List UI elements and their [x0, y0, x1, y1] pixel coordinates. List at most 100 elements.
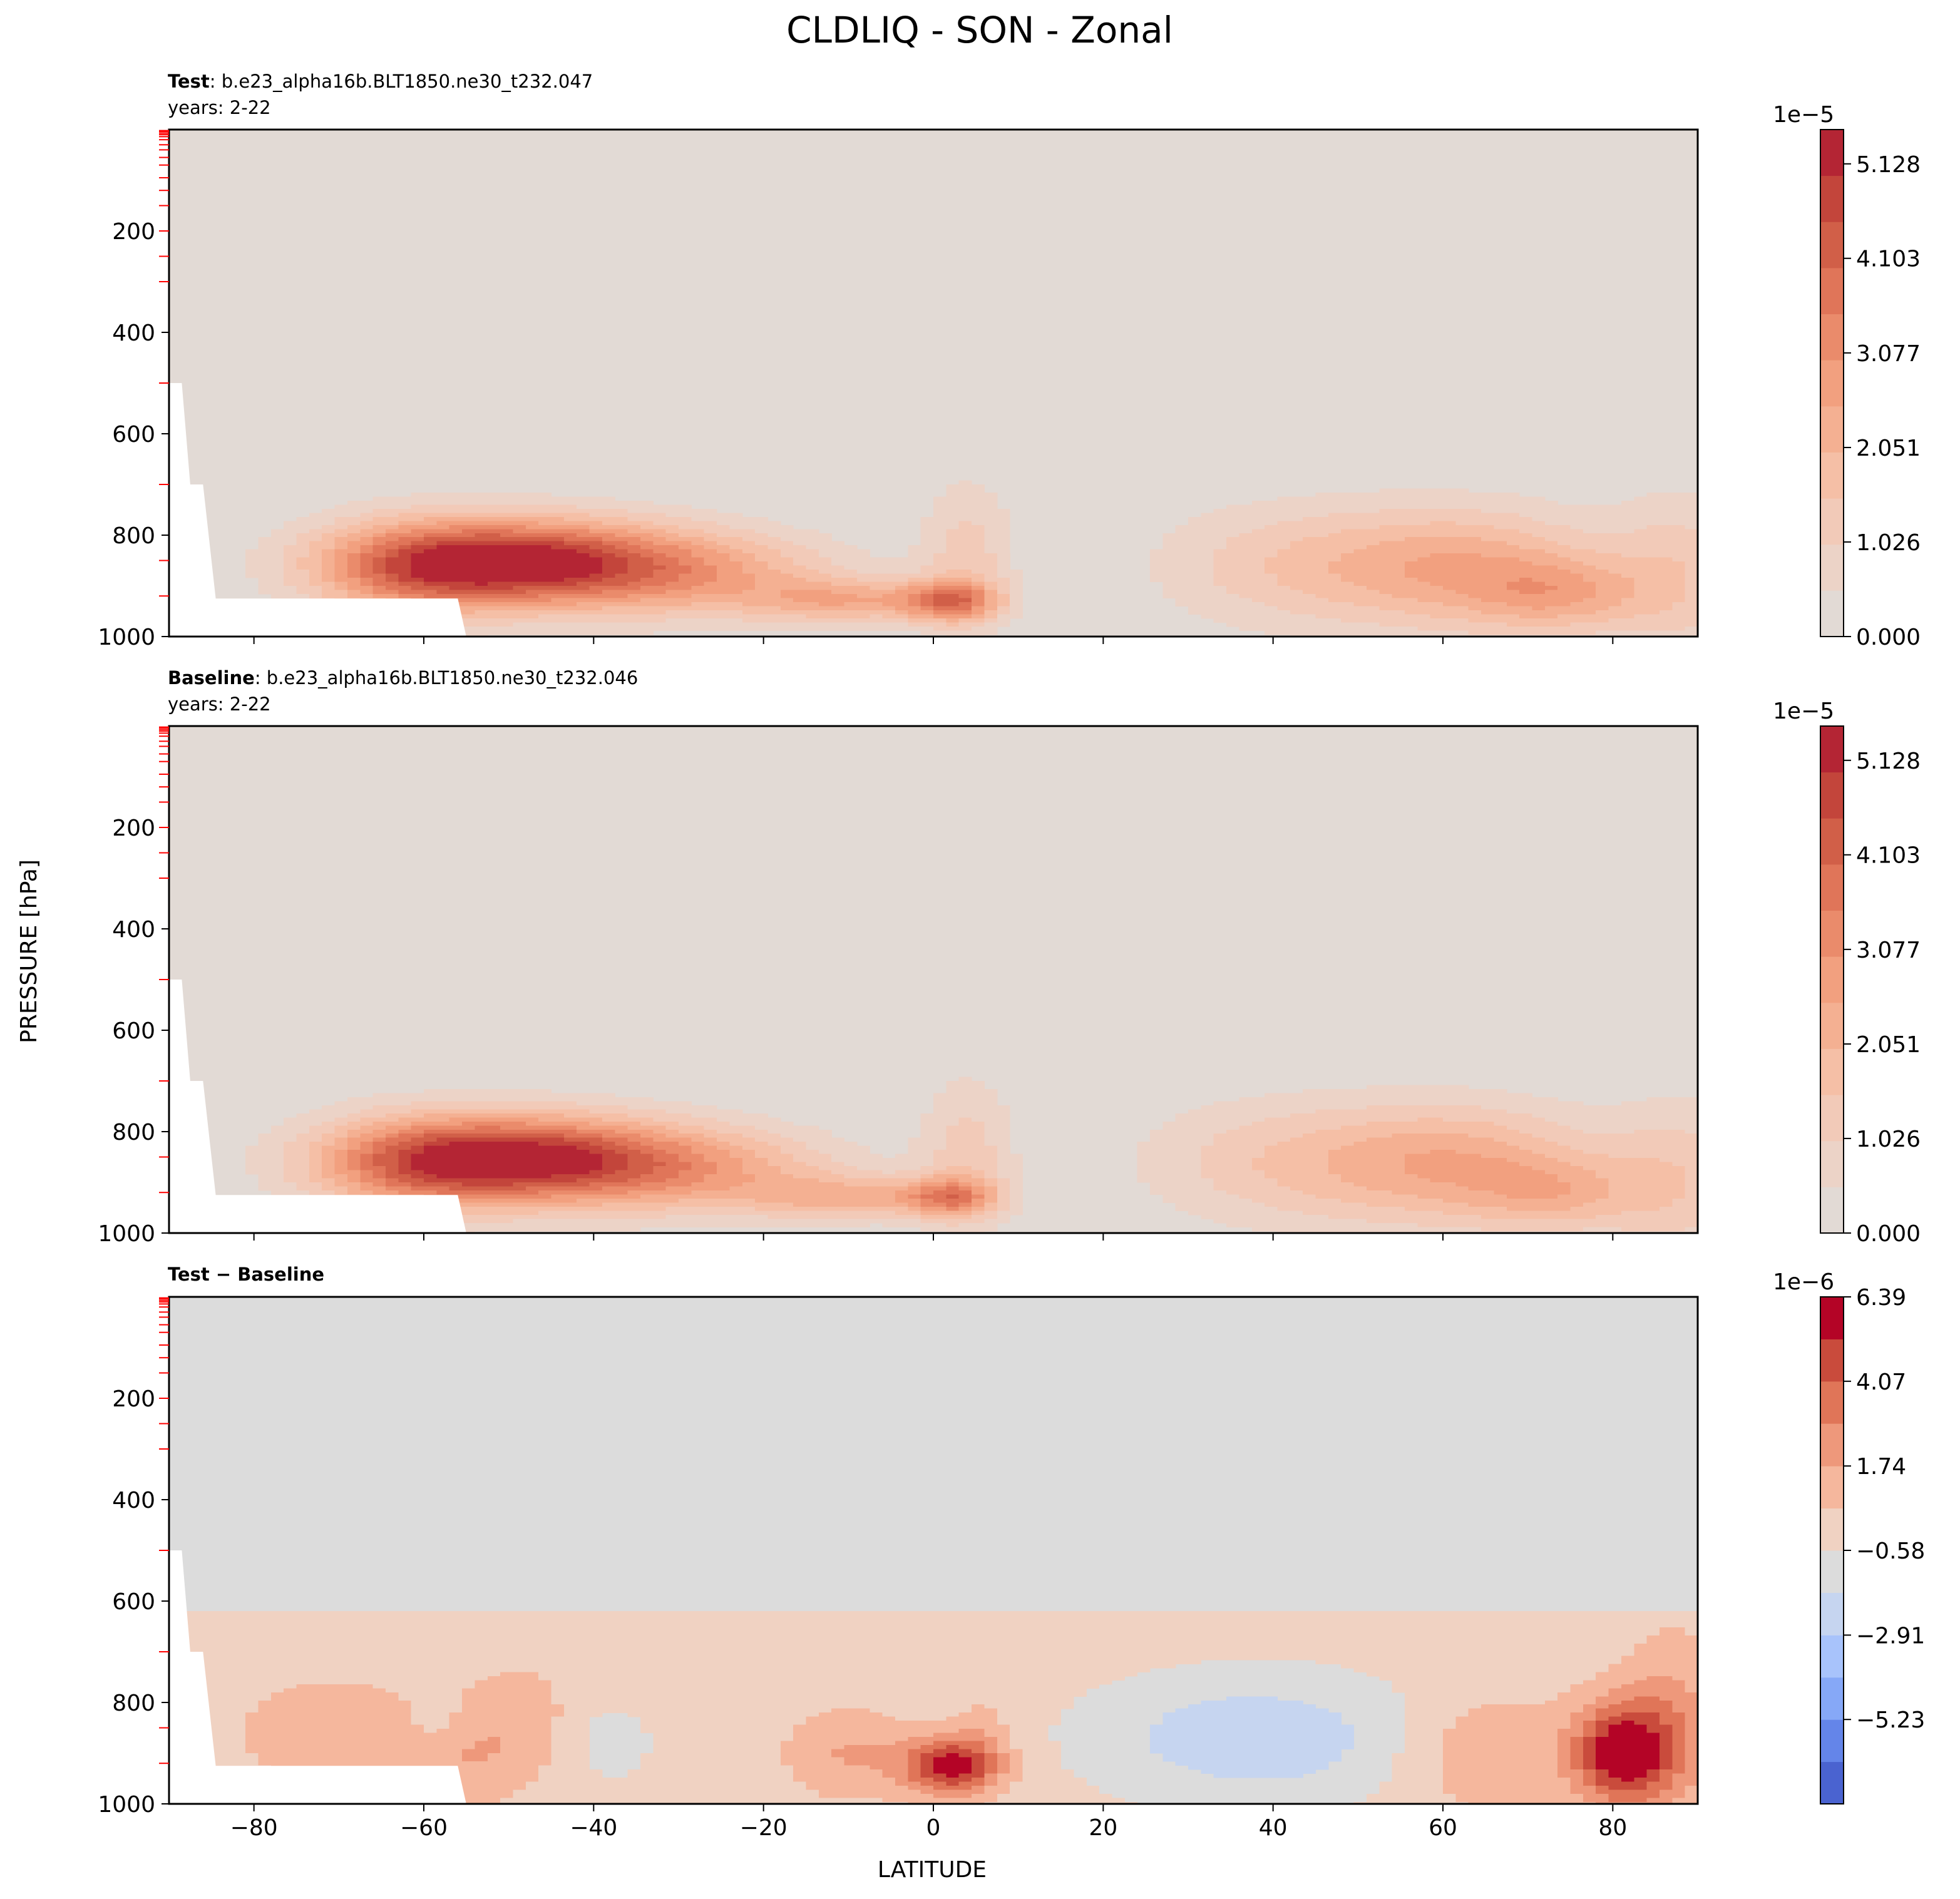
contour-cell — [933, 1190, 972, 1195]
contour-cell — [946, 537, 985, 542]
contour-cell — [347, 1121, 374, 1126]
contour-cell — [372, 1190, 399, 1195]
contour-cell — [972, 1202, 985, 1207]
contour-cell — [1685, 525, 1698, 530]
contour-cell — [742, 610, 896, 615]
contour-cell — [296, 1113, 348, 1118]
years-label: years: 2-22 — [168, 97, 271, 118]
contour-cell — [958, 618, 985, 623]
contour-cell — [1557, 1692, 1609, 1697]
contour-cell — [1557, 586, 1596, 591]
contour-cell — [1455, 1798, 1584, 1803]
contour-cell — [1405, 1708, 1469, 1713]
panel-header: Test: b.e23_alpha16b.BLT1850.ne30_t232.0… — [168, 71, 593, 92]
contour-cell — [551, 1716, 590, 1721]
contour-cell — [245, 1712, 412, 1717]
contour-cell — [385, 1182, 412, 1187]
contour-cell — [372, 1684, 475, 1689]
contour-cell — [1137, 1154, 1201, 1159]
contour-cell — [1366, 1186, 1469, 1191]
contour-cell — [1583, 1793, 1609, 1798]
contour-cell — [1265, 570, 1329, 575]
contour-cell — [946, 1222, 960, 1227]
contour-cell — [398, 537, 424, 542]
contour-cell — [946, 1206, 960, 1211]
contour-cell — [258, 578, 284, 583]
contour-cell — [984, 1765, 998, 1770]
contour-cell — [920, 1129, 947, 1134]
contour-cell — [347, 541, 374, 546]
contour-cell — [1570, 1781, 1584, 1786]
contour-cell — [984, 1801, 1138, 1804]
contour-cell — [920, 1117, 960, 1122]
contour-cell — [997, 1753, 1010, 1758]
contour-cell — [908, 1769, 921, 1774]
contour-cell — [169, 1708, 259, 1713]
contour-cell — [169, 1639, 1648, 1644]
contour-cell — [1570, 1145, 1698, 1150]
contour-cell — [411, 1182, 463, 1187]
contour-cell — [1392, 1773, 1444, 1778]
contour-cell — [589, 1109, 667, 1114]
contour-cell — [933, 1765, 972, 1770]
contour-cell — [704, 1174, 756, 1179]
contour-cell — [1583, 529, 1634, 534]
contour-cell — [1608, 1704, 1673, 1709]
contour-cell — [169, 1652, 1634, 1657]
contour-cell — [1659, 1721, 1686, 1726]
contour-cell — [398, 1202, 603, 1207]
contour-cell — [1392, 1757, 1444, 1762]
contour-cell — [1672, 1785, 1686, 1790]
contour-cell — [1557, 614, 1634, 619]
contour-cell — [602, 1166, 629, 1171]
contour-cell — [933, 626, 972, 631]
contour-cell — [551, 1753, 590, 1758]
contour-cell — [818, 570, 858, 575]
contour-cell — [1570, 1785, 1596, 1790]
contour-cell — [1570, 1712, 1596, 1717]
contour-cell — [284, 557, 297, 562]
contour-cell — [997, 1198, 1010, 1203]
colorbar-band — [1820, 910, 1844, 957]
contour-cell — [245, 1741, 475, 1746]
contour-cell — [920, 1757, 934, 1762]
contour-cell — [627, 561, 654, 566]
contour-cell — [933, 1749, 972, 1754]
contour-cell — [245, 561, 284, 566]
contour-cell — [806, 1721, 998, 1726]
contour-cell — [500, 1749, 552, 1754]
contour-cell — [908, 1761, 921, 1766]
y-tick-label: 600 — [112, 422, 155, 448]
contour-cell — [1608, 1190, 1686, 1195]
contour-cell — [169, 1696, 272, 1701]
contour-cell — [284, 1117, 336, 1122]
contour-cell — [755, 586, 870, 591]
contour-cell — [1532, 1113, 1698, 1118]
contour-cell — [347, 1154, 361, 1159]
contour-cell — [411, 1721, 450, 1726]
contour-cell — [908, 1753, 921, 1758]
contour-cell — [1685, 1769, 1698, 1774]
contour-cell — [742, 590, 781, 595]
colorbar-band — [1820, 406, 1844, 453]
contour-cell — [1290, 1186, 1367, 1191]
contour-cell — [958, 1186, 972, 1191]
contour-cell — [1608, 1773, 1648, 1778]
contour-cell — [589, 1182, 641, 1187]
contour-cell — [920, 1121, 960, 1126]
contour-cell — [1685, 1684, 1698, 1689]
contour-cell — [538, 614, 807, 619]
contour-cell — [411, 1704, 463, 1709]
contour-cell — [347, 1145, 361, 1150]
contour-cell — [640, 537, 667, 542]
contour-cell — [1557, 1773, 1584, 1778]
contour-cell — [972, 614, 985, 619]
contour-cell — [908, 581, 934, 586]
contour-cell — [793, 598, 908, 603]
contour-cell — [946, 1182, 960, 1187]
contour-cell — [411, 1121, 463, 1126]
contour-cell — [1366, 586, 1444, 591]
contour-cell — [1646, 1724, 1673, 1729]
contour-cell — [793, 1202, 908, 1207]
